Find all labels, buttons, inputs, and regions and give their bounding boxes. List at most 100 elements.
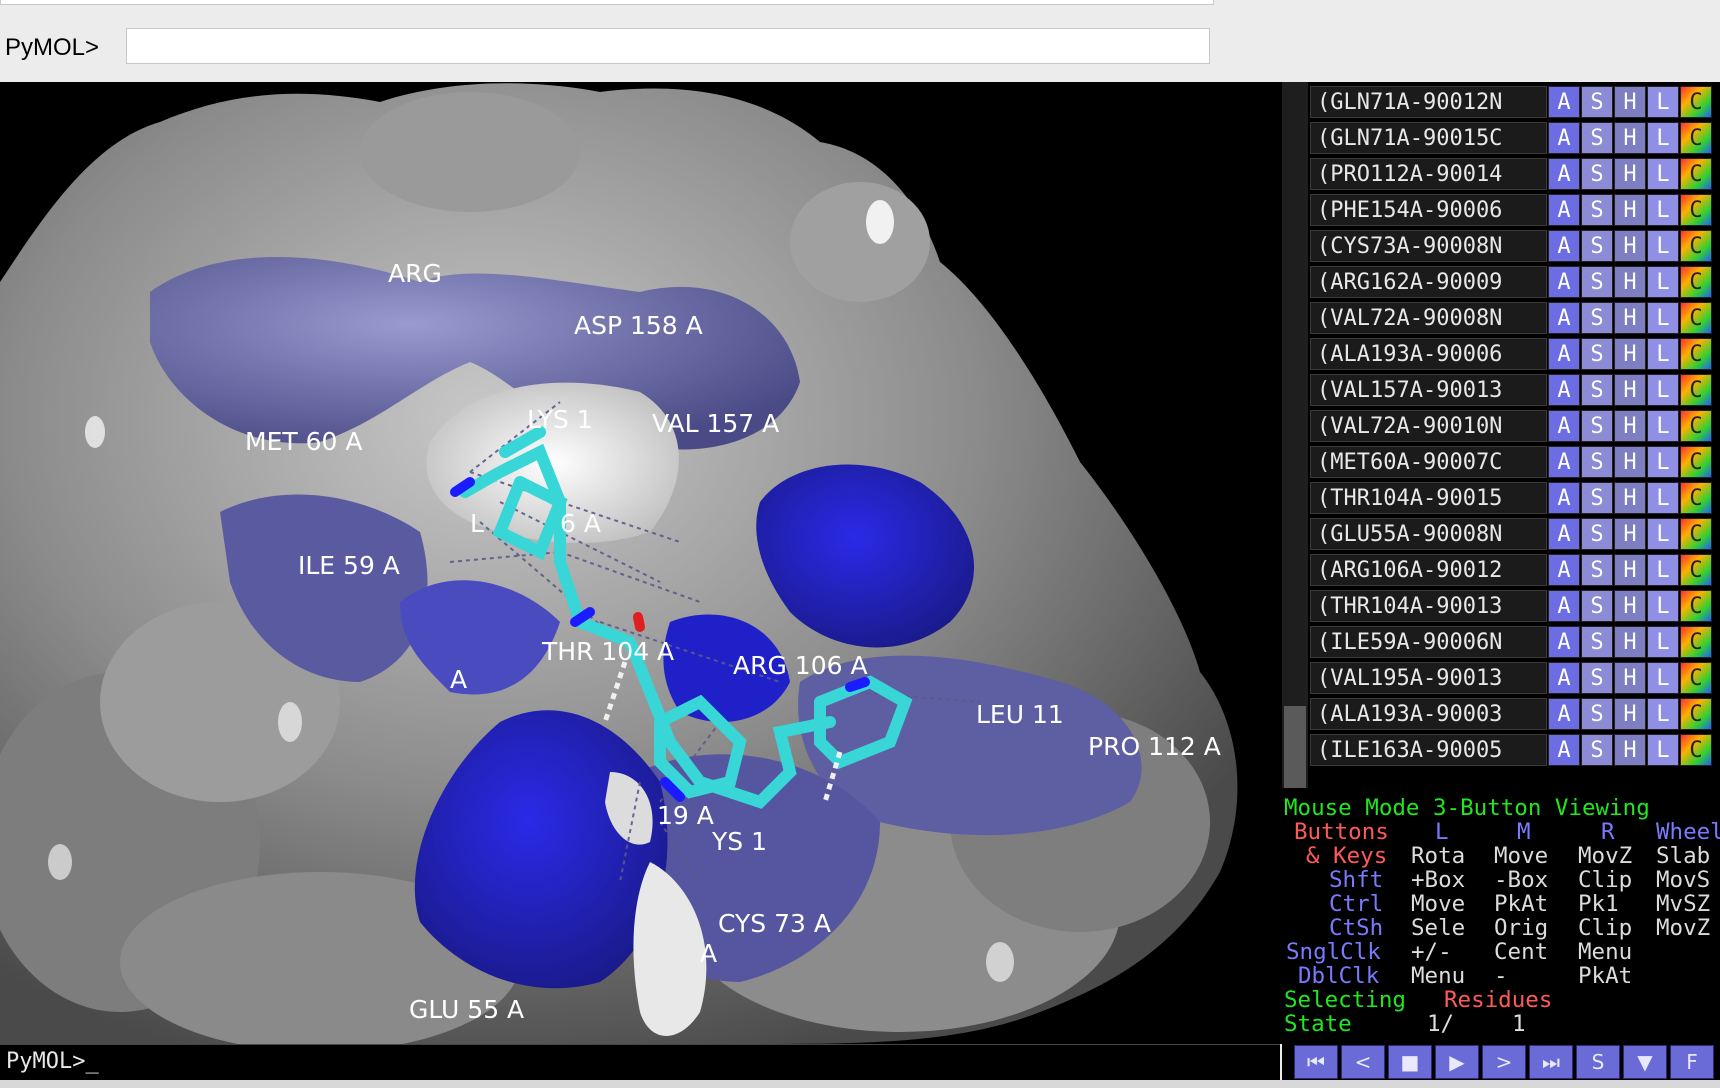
object-name-button[interactable]: (GLU55A-90008N bbox=[1310, 518, 1547, 550]
object-label-button[interactable]: L bbox=[1647, 194, 1679, 226]
object-action-button[interactable]: A bbox=[1548, 410, 1580, 442]
object-show-button[interactable]: S bbox=[1581, 662, 1613, 694]
fullscreen-button[interactable]: F bbox=[1670, 1045, 1714, 1079]
object-hide-button[interactable]: H bbox=[1614, 482, 1646, 514]
object-hide-button[interactable]: H bbox=[1614, 86, 1646, 118]
object-color-button[interactable]: C bbox=[1680, 482, 1712, 514]
object-color-button[interactable]: C bbox=[1680, 194, 1712, 226]
object-action-button[interactable]: A bbox=[1548, 302, 1580, 334]
object-label-button[interactable]: L bbox=[1647, 86, 1679, 118]
object-label-button[interactable]: L bbox=[1647, 374, 1679, 406]
object-hide-button[interactable]: H bbox=[1614, 554, 1646, 586]
object-label-button[interactable]: L bbox=[1647, 698, 1679, 730]
object-hide-button[interactable]: H bbox=[1614, 662, 1646, 694]
object-color-button[interactable]: C bbox=[1680, 338, 1712, 370]
object-color-button[interactable]: C bbox=[1680, 374, 1712, 406]
object-hide-button[interactable]: H bbox=[1614, 374, 1646, 406]
rewind-button[interactable]: ⏮ bbox=[1294, 1045, 1338, 1079]
object-action-button[interactable]: A bbox=[1548, 266, 1580, 298]
object-color-button[interactable]: C bbox=[1680, 86, 1712, 118]
object-name-button[interactable]: (VAL72A-90008N bbox=[1310, 302, 1547, 334]
object-label-button[interactable]: L bbox=[1647, 302, 1679, 334]
object-hide-button[interactable]: H bbox=[1614, 122, 1646, 154]
surface-render[interactable]: ARG ASP 158 A MET 60 A LYS 1 VAL 157 A L… bbox=[0, 82, 1280, 1044]
object-show-button[interactable]: S bbox=[1581, 86, 1613, 118]
object-show-button[interactable]: S bbox=[1581, 122, 1613, 154]
object-show-button[interactable]: S bbox=[1581, 590, 1613, 622]
fast-forward-button[interactable]: ⏭ bbox=[1529, 1045, 1573, 1079]
object-action-button[interactable]: A bbox=[1548, 122, 1580, 154]
object-color-button[interactable]: C bbox=[1680, 518, 1712, 550]
command-input[interactable] bbox=[126, 28, 1210, 64]
object-name-button[interactable]: (THR104A-90015 bbox=[1310, 482, 1547, 514]
object-hide-button[interactable]: H bbox=[1614, 302, 1646, 334]
object-label-button[interactable]: L bbox=[1647, 230, 1679, 262]
object-show-button[interactable]: S bbox=[1581, 230, 1613, 262]
object-label-button[interactable]: L bbox=[1647, 590, 1679, 622]
play-button[interactable]: ▶ bbox=[1435, 1045, 1479, 1079]
object-name-button[interactable]: (VAL195A-90013 bbox=[1310, 662, 1547, 694]
object-hide-button[interactable]: H bbox=[1614, 158, 1646, 190]
object-show-button[interactable]: S bbox=[1581, 518, 1613, 550]
object-show-button[interactable]: S bbox=[1581, 338, 1613, 370]
object-show-button[interactable]: S bbox=[1581, 554, 1613, 586]
object-action-button[interactable]: A bbox=[1548, 158, 1580, 190]
object-action-button[interactable]: A bbox=[1548, 626, 1580, 658]
object-name-button[interactable]: (PRO112A-90014 bbox=[1310, 158, 1547, 190]
step-back-button[interactable]: < bbox=[1341, 1045, 1385, 1079]
object-hide-button[interactable]: H bbox=[1614, 518, 1646, 550]
sculpt-button[interactable]: S bbox=[1576, 1045, 1620, 1079]
object-action-button[interactable]: A bbox=[1548, 338, 1580, 370]
object-action-button[interactable]: A bbox=[1548, 698, 1580, 730]
object-show-button[interactable]: S bbox=[1581, 626, 1613, 658]
object-name-button[interactable]: (GLN71A-90012N bbox=[1310, 86, 1547, 118]
object-color-button[interactable]: C bbox=[1680, 554, 1712, 586]
object-show-button[interactable]: S bbox=[1581, 302, 1613, 334]
object-show-button[interactable]: S bbox=[1581, 446, 1613, 478]
object-name-button[interactable]: (ARG106A-90012 bbox=[1310, 554, 1547, 586]
object-label-button[interactable]: L bbox=[1647, 662, 1679, 694]
object-hide-button[interactable]: H bbox=[1614, 446, 1646, 478]
object-label-button[interactable]: L bbox=[1647, 338, 1679, 370]
object-label-button[interactable]: L bbox=[1647, 518, 1679, 550]
object-name-button[interactable]: (ALA193A-90006 bbox=[1310, 338, 1547, 370]
step-forward-button[interactable]: > bbox=[1482, 1045, 1526, 1079]
object-action-button[interactable]: A bbox=[1548, 86, 1580, 118]
object-hide-button[interactable]: H bbox=[1614, 698, 1646, 730]
object-show-button[interactable]: S bbox=[1581, 266, 1613, 298]
object-action-button[interactable]: A bbox=[1548, 590, 1580, 622]
object-action-button[interactable]: A bbox=[1548, 374, 1580, 406]
object-color-button[interactable]: C bbox=[1680, 698, 1712, 730]
object-action-button[interactable]: A bbox=[1548, 554, 1580, 586]
object-action-button[interactable]: A bbox=[1548, 446, 1580, 478]
object-color-button[interactable]: C bbox=[1680, 734, 1712, 766]
object-hide-button[interactable]: H bbox=[1614, 230, 1646, 262]
object-name-button[interactable]: (ALA193A-90003 bbox=[1310, 698, 1547, 730]
object-show-button[interactable]: S bbox=[1581, 698, 1613, 730]
object-label-button[interactable]: L bbox=[1647, 626, 1679, 658]
object-color-button[interactable]: C bbox=[1680, 446, 1712, 478]
internal-command-line[interactable]: PyMOL>_ bbox=[0, 1044, 1280, 1080]
object-hide-button[interactable]: H bbox=[1614, 266, 1646, 298]
object-hide-button[interactable]: H bbox=[1614, 410, 1646, 442]
object-label-button[interactable]: L bbox=[1647, 410, 1679, 442]
object-name-button[interactable]: (VAL72A-90010N bbox=[1310, 410, 1547, 442]
object-label-button[interactable]: L bbox=[1647, 554, 1679, 586]
object-action-button[interactable]: A bbox=[1548, 482, 1580, 514]
object-color-button[interactable]: C bbox=[1680, 122, 1712, 154]
object-name-button[interactable]: (MET60A-90007C bbox=[1310, 446, 1547, 478]
molecular-viewport[interactable]: ARG ASP 158 A MET 60 A LYS 1 VAL 157 A L… bbox=[0, 82, 1280, 1044]
object-color-button[interactable]: C bbox=[1680, 626, 1712, 658]
object-color-button[interactable]: C bbox=[1680, 230, 1712, 262]
object-name-button[interactable]: (PHE154A-90006 bbox=[1310, 194, 1547, 226]
object-color-button[interactable]: C bbox=[1680, 410, 1712, 442]
object-hide-button[interactable]: H bbox=[1614, 194, 1646, 226]
object-list-scrollbar[interactable] bbox=[1282, 82, 1308, 788]
object-hide-button[interactable]: H bbox=[1614, 626, 1646, 658]
object-name-button[interactable]: (THR104A-90013 bbox=[1310, 590, 1547, 622]
stop-button[interactable]: ■ bbox=[1388, 1045, 1432, 1079]
object-hide-button[interactable]: H bbox=[1614, 734, 1646, 766]
object-action-button[interactable]: A bbox=[1548, 734, 1580, 766]
object-hide-button[interactable]: H bbox=[1614, 338, 1646, 370]
object-show-button[interactable]: S bbox=[1581, 158, 1613, 190]
